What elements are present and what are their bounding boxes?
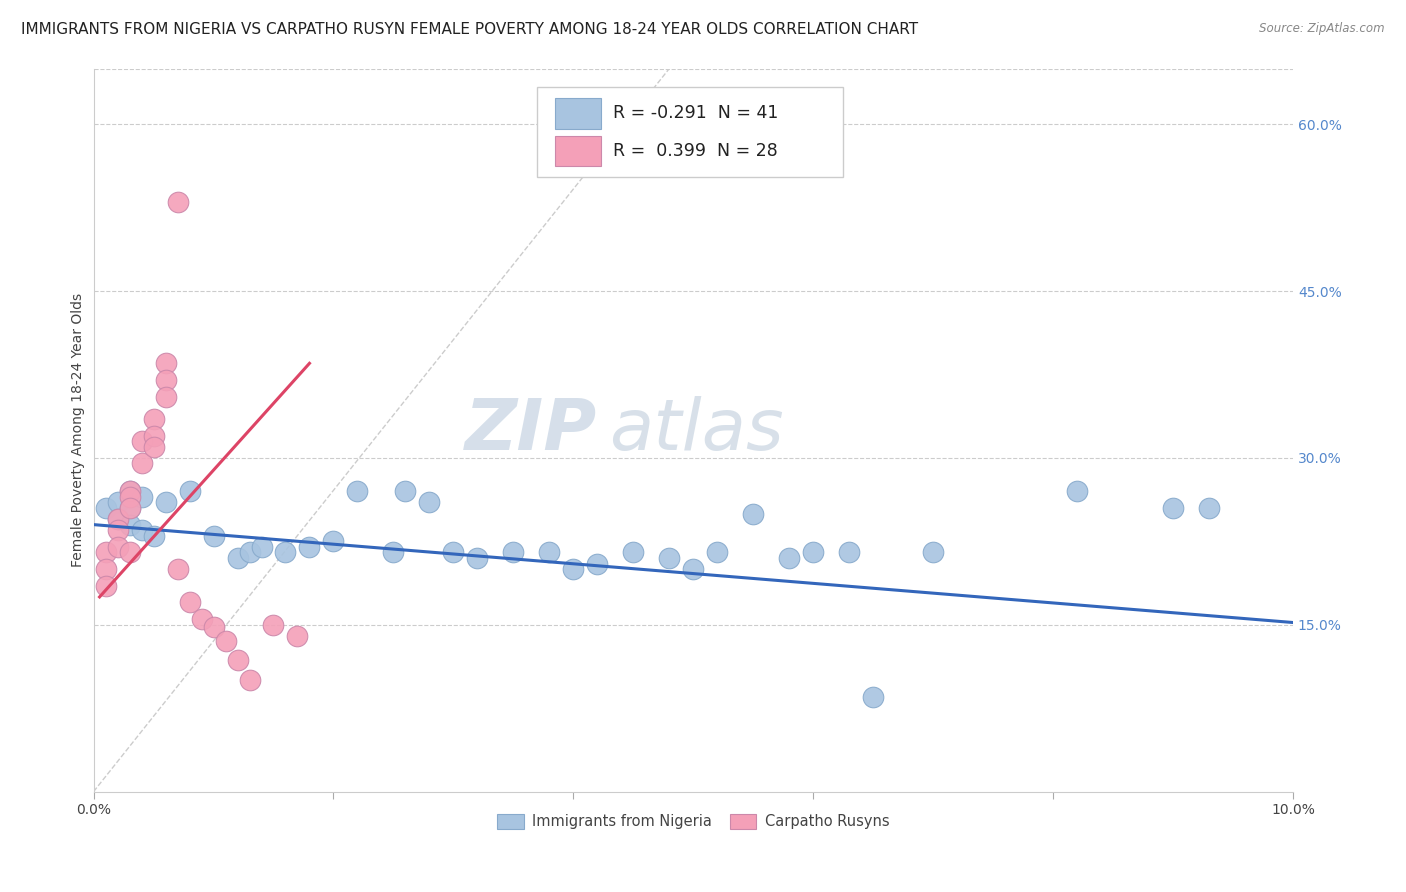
Point [179, 484, 201, 499]
Point [107, 540, 129, 554]
Point [801, 545, 824, 559]
Point [742, 507, 765, 521]
Point [118, 545, 141, 559]
Point [838, 545, 860, 559]
Point [346, 484, 368, 499]
Point [190, 612, 212, 626]
Point [131, 434, 153, 449]
Point [142, 428, 165, 442]
Point [131, 523, 153, 537]
Point [131, 457, 153, 471]
Point [107, 512, 129, 526]
Point [1161, 500, 1184, 515]
Point [1198, 500, 1220, 515]
Y-axis label: Female Poverty Among 18-24 Year Olds: Female Poverty Among 18-24 Year Olds [72, 293, 86, 567]
Point [1066, 484, 1088, 499]
Point [562, 562, 585, 576]
Point [214, 634, 236, 648]
Point [155, 373, 177, 387]
Text: ZIP: ZIP [465, 395, 598, 465]
Point [226, 551, 249, 566]
Point [238, 673, 260, 688]
Point [502, 545, 524, 559]
Point [862, 690, 884, 704]
Point [586, 557, 609, 571]
Point [131, 490, 153, 504]
Text: IMMIGRANTS FROM NIGERIA VS CARPATHO RUSYN FEMALE POVERTY AMONG 18-24 YEAR OLDS C: IMMIGRANTS FROM NIGERIA VS CARPATHO RUSY… [21, 22, 918, 37]
Point [94, 500, 117, 515]
Point [107, 495, 129, 509]
Point [107, 523, 129, 537]
Point [538, 545, 561, 559]
Point [202, 620, 225, 634]
Legend: Immigrants from Nigeria, Carpatho Rusyns: Immigrants from Nigeria, Carpatho Rusyns [492, 808, 896, 835]
Point [118, 500, 141, 515]
Point [298, 540, 321, 554]
FancyBboxPatch shape [555, 98, 600, 128]
Point [441, 545, 464, 559]
Point [658, 551, 681, 566]
Point [142, 440, 165, 454]
Point [118, 517, 141, 532]
Point [142, 529, 165, 543]
Point [922, 545, 945, 559]
Point [382, 545, 405, 559]
Point [322, 534, 344, 549]
Point [394, 484, 416, 499]
Point [202, 529, 225, 543]
Point [682, 562, 704, 576]
Point [118, 500, 141, 515]
Point [94, 579, 117, 593]
Point [107, 512, 129, 526]
Text: R = -0.291  N = 41: R = -0.291 N = 41 [613, 104, 779, 122]
Point [778, 551, 800, 566]
Point [287, 629, 309, 643]
Text: atlas: atlas [609, 395, 785, 465]
Point [155, 356, 177, 370]
Point [155, 495, 177, 509]
Point [467, 551, 489, 566]
Point [118, 484, 141, 499]
Text: R =  0.399  N = 28: R = 0.399 N = 28 [613, 142, 778, 160]
Point [166, 562, 188, 576]
Point [418, 495, 440, 509]
Point [118, 484, 141, 499]
Text: Source: ZipAtlas.com: Source: ZipAtlas.com [1260, 22, 1385, 36]
Point [179, 595, 201, 609]
Point [250, 540, 273, 554]
Point [621, 545, 644, 559]
Point [226, 653, 249, 667]
Point [263, 617, 285, 632]
Point [155, 390, 177, 404]
Point [238, 545, 260, 559]
Point [94, 545, 117, 559]
Point [274, 545, 297, 559]
Point [142, 412, 165, 426]
Point [118, 490, 141, 504]
Point [706, 545, 728, 559]
Point [94, 562, 117, 576]
FancyBboxPatch shape [537, 87, 844, 177]
FancyBboxPatch shape [555, 136, 600, 166]
Point [166, 194, 188, 209]
